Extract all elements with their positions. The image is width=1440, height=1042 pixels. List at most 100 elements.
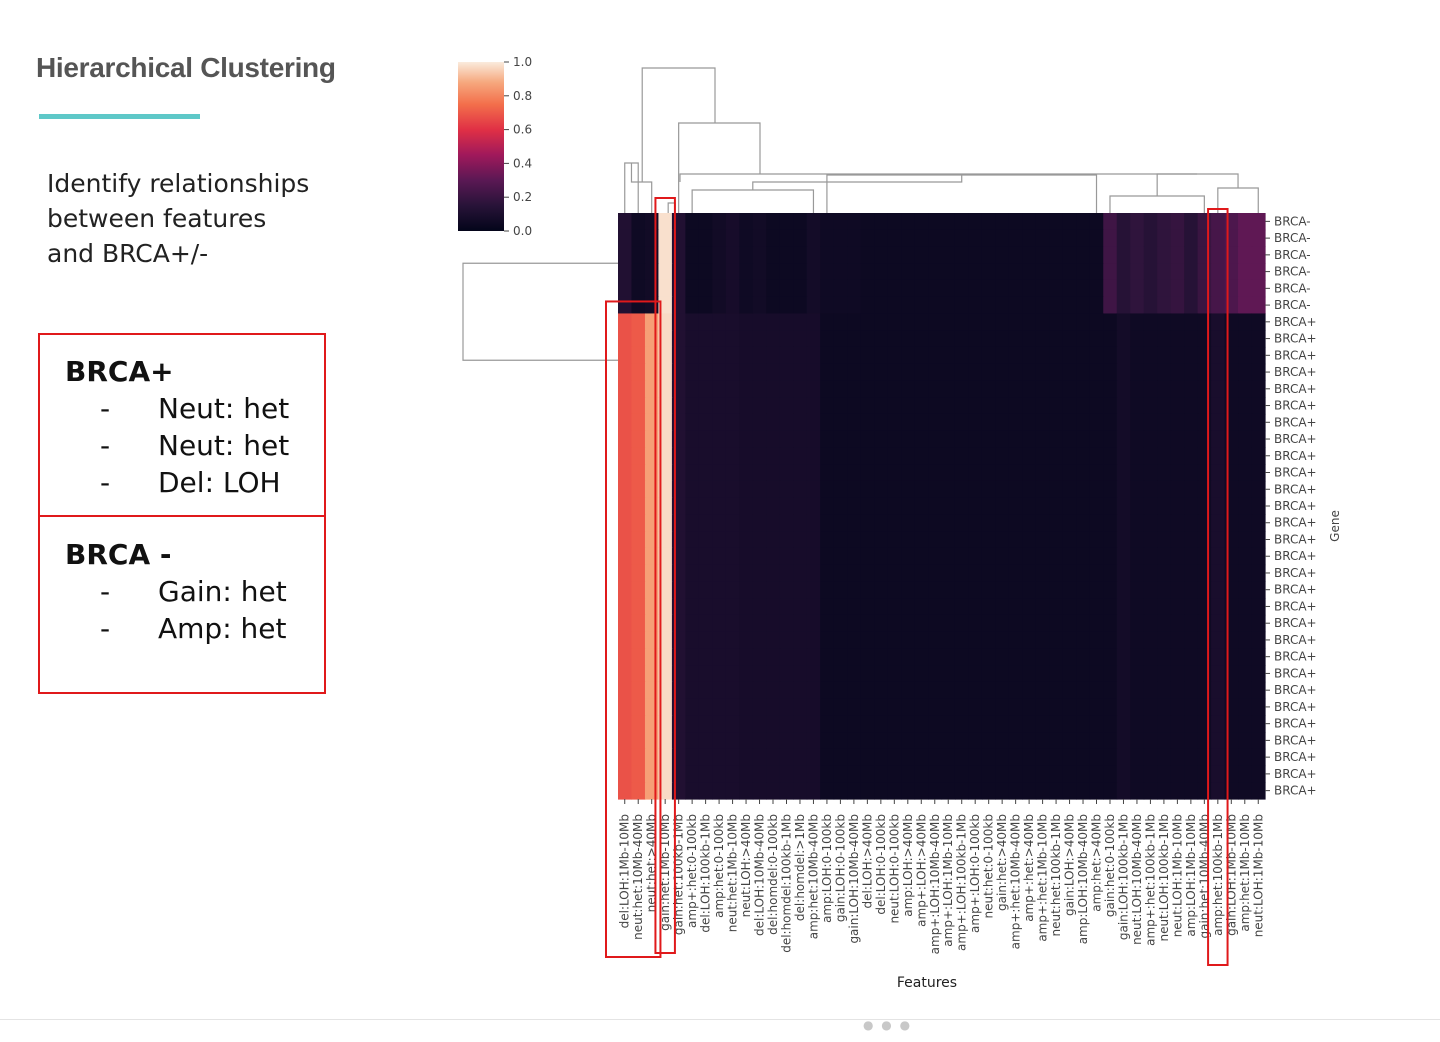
heatmap-cell — [954, 229, 970, 248]
heatmap-cell — [954, 263, 970, 281]
heatmap-cell — [847, 263, 862, 281]
heatmap-cell — [739, 397, 754, 415]
heatmap-cell — [766, 296, 781, 315]
heatmap-cell — [1049, 631, 1064, 649]
heatmap-cell — [1049, 547, 1064, 566]
heatmap-cell — [968, 514, 983, 532]
heatmap-cell — [1049, 564, 1064, 582]
heatmap-cell — [954, 447, 970, 465]
heatmap-cell — [1211, 665, 1226, 683]
heatmap-cell — [1184, 447, 1199, 465]
heatmap-cell — [833, 346, 848, 365]
heatmap-cell — [1008, 681, 1023, 700]
heatmap-cell — [752, 246, 767, 264]
heatmap-cell — [1143, 598, 1158, 616]
heatmap-cell — [901, 547, 916, 566]
heatmap-cell — [1251, 279, 1266, 298]
heatmap-cell — [1170, 330, 1185, 348]
heatmap-cell — [954, 346, 970, 365]
heatmap-cell — [712, 681, 727, 700]
heatmap-cell — [1035, 648, 1050, 666]
heatmap-cell — [1076, 614, 1091, 633]
heatmap-cell — [712, 480, 727, 499]
heatmap-cell — [1251, 447, 1266, 465]
heatmap-cell — [1022, 263, 1037, 281]
heatmap-cell — [914, 614, 929, 633]
heatmap-cell — [860, 547, 875, 566]
heatmap-cell — [968, 531, 983, 549]
heatmap-cell — [806, 681, 821, 700]
heatmap-cell — [1238, 715, 1253, 733]
heatmap-cell — [618, 698, 633, 716]
heatmap-cell — [914, 380, 929, 398]
heatmap-cell — [981, 765, 997, 783]
heatmap-cell — [1008, 246, 1023, 264]
heatmap-cell — [1130, 715, 1145, 733]
heatmap-cell — [928, 648, 943, 666]
heatmap-cell — [914, 648, 929, 666]
heatmap-cell — [1116, 648, 1131, 666]
heatmap-cell — [658, 313, 673, 331]
heatmap-cell — [1211, 715, 1226, 733]
heatmap-cell — [1238, 346, 1253, 365]
heatmap-cell — [712, 514, 727, 532]
heatmap-cell — [779, 413, 794, 432]
heatmap-cell — [1184, 229, 1199, 248]
heatmap-cell — [968, 631, 983, 649]
heatmap-cell — [631, 581, 646, 599]
heatmap-cell — [901, 514, 916, 532]
heatmap-cell — [685, 748, 700, 767]
heatmap-cell — [914, 547, 929, 566]
heatmap-cell — [793, 447, 808, 465]
heatmap-cell — [1103, 564, 1118, 582]
heatmap-cell — [752, 581, 767, 599]
heatmap-cell — [644, 564, 660, 582]
heatmap-cell — [833, 715, 848, 733]
heatmap-cell — [766, 765, 781, 783]
heatmap-cell — [1103, 229, 1118, 248]
heatmap-cell — [793, 464, 808, 482]
heatmap-cell — [712, 213, 727, 231]
heatmap-cell — [1116, 547, 1131, 566]
heatmap-cell — [1157, 648, 1172, 666]
heatmap-cell — [1008, 564, 1023, 582]
column-label: amp:het:0-100kb — [712, 814, 726, 918]
heatmap-cell — [685, 363, 700, 382]
heatmap-cell — [712, 330, 727, 348]
heatmap-cell — [1035, 497, 1050, 515]
heatmap-cell — [1089, 531, 1104, 549]
heatmap-cell — [1251, 581, 1266, 599]
heatmap-cell — [1076, 732, 1091, 750]
heatmap-cell — [725, 782, 740, 800]
heatmap-cell — [981, 464, 997, 482]
heatmap-cell — [698, 732, 713, 750]
column-dendrogram-link — [630, 163, 653, 213]
colorbar-tick-label: 1.0 — [513, 55, 532, 69]
row-label: BRCA- — [1274, 214, 1311, 228]
heatmap-cell — [1116, 279, 1131, 298]
heatmap-cell — [914, 363, 929, 382]
heatmap-cell — [658, 614, 673, 633]
heatmap-cell — [793, 765, 808, 783]
heatmap-cell — [1116, 397, 1131, 415]
heatmap-cell — [954, 279, 970, 298]
more-dots-icon[interactable]: ● ● ● — [863, 1018, 913, 1032]
heatmap-cell — [981, 698, 997, 716]
heatmap-cell — [644, 480, 660, 499]
heatmap-cell — [1103, 581, 1118, 599]
heatmap-cell — [685, 631, 700, 649]
heatmap-cell — [1251, 229, 1266, 248]
heatmap-cell — [887, 581, 902, 599]
heatmap-cell — [793, 748, 808, 767]
heatmap-cell — [631, 430, 646, 448]
slide-title: Hierarchical Clustering — [36, 52, 336, 83]
heatmap-cell — [1197, 681, 1212, 700]
heatmap-cell — [1089, 346, 1104, 365]
heatmap-cell — [968, 380, 983, 398]
column-label: neut:LOH:10Mb-40Mb — [1130, 814, 1144, 945]
heatmap-cell — [981, 648, 997, 666]
heatmap-cell — [1157, 464, 1172, 482]
heatmap-cell — [847, 279, 862, 298]
heatmap-cell — [685, 246, 700, 264]
heatmap-cell — [1076, 380, 1091, 398]
